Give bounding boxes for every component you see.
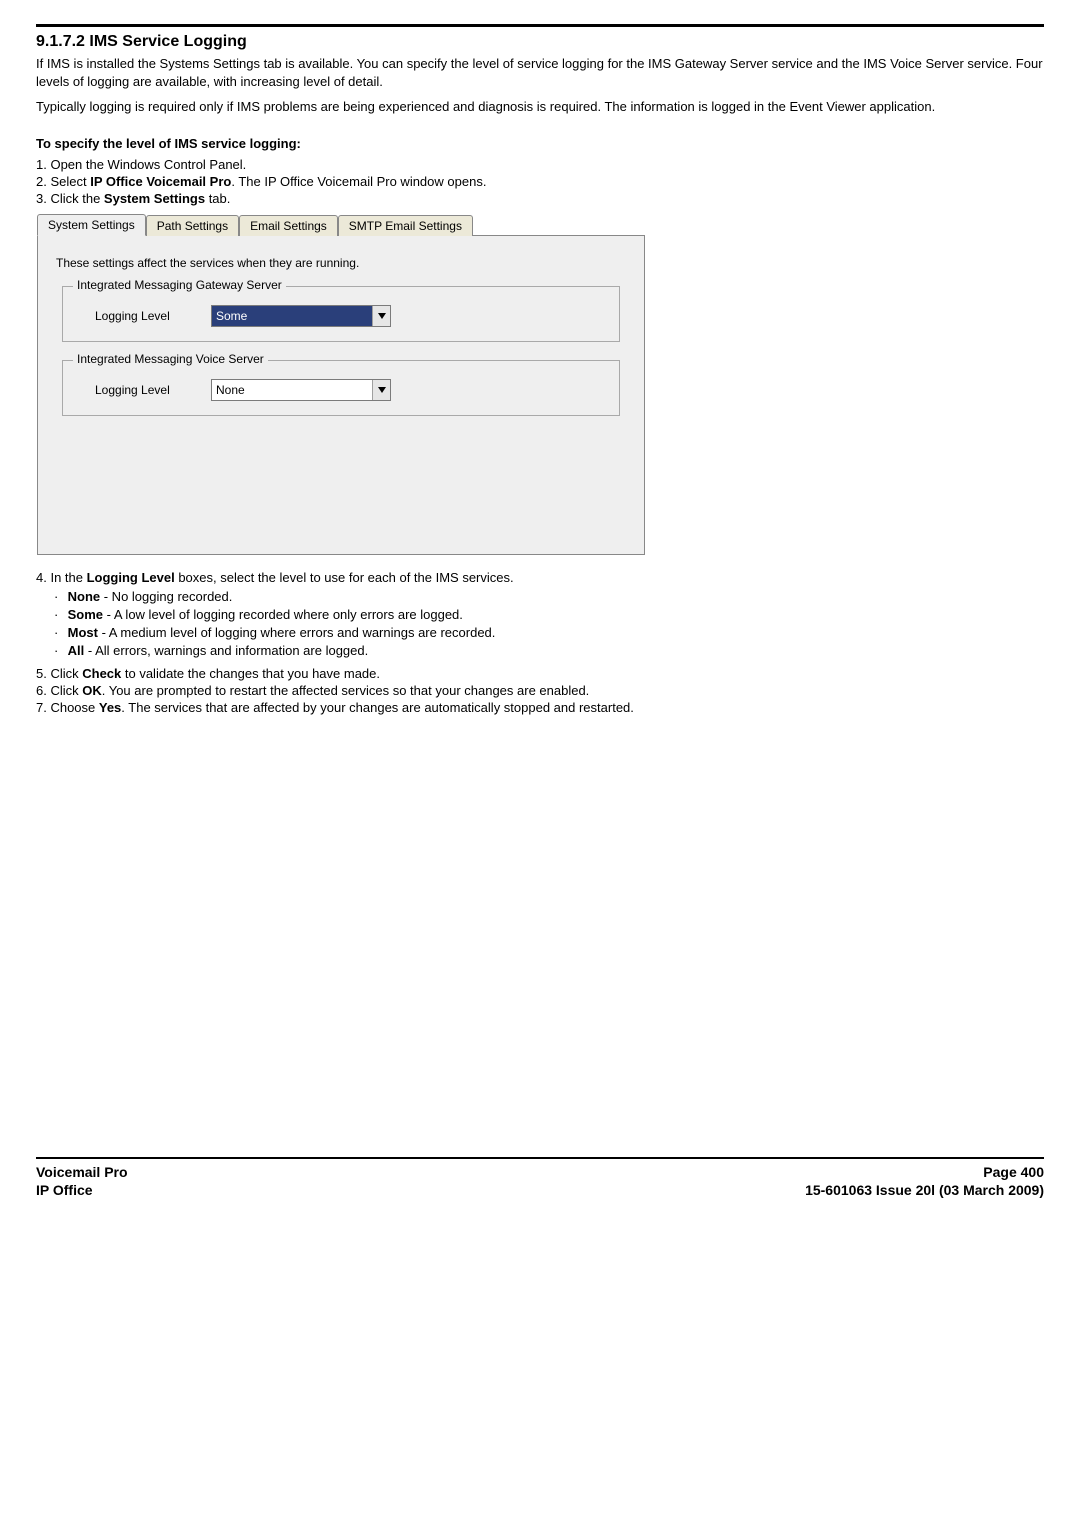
step-2-pre: 2. Select xyxy=(36,174,90,189)
step-5: 5. Click Check to validate the changes t… xyxy=(36,666,1044,681)
step-7-pre: 7. Choose xyxy=(36,700,99,715)
step-3-post: tab. xyxy=(205,191,230,206)
voice-logging-row: Logging Level None xyxy=(95,379,605,401)
step-5-post: to validate the changes that you have ma… xyxy=(121,666,380,681)
step-6: 6. Click OK. You are prompted to restart… xyxy=(36,683,1044,698)
step-6-bold: OK xyxy=(82,683,102,698)
step-7-post: . The services that are affected by your… xyxy=(121,700,634,715)
tab-path-settings-label: Path Settings xyxy=(157,219,228,233)
step-2-post: . The IP Office Voicemail Pro window ope… xyxy=(231,174,486,189)
step-6-pre: 6. Click xyxy=(36,683,82,698)
level-all: · All - All errors, warnings and informa… xyxy=(54,643,1044,658)
group-voice-server: Integrated Messaging Voice Server Loggin… xyxy=(62,360,620,416)
step-3-bold: System Settings xyxy=(104,191,205,206)
step-3: 3. Click the System Settings tab. xyxy=(36,191,1044,206)
gateway-logging-dropdown-button[interactable] xyxy=(372,306,390,326)
step-4: 4. In the Logging Level boxes, select th… xyxy=(36,570,1044,585)
footer-page: Page 400 xyxy=(805,1163,1044,1181)
level-none-name: None xyxy=(68,589,101,604)
group-gateway-server: Integrated Messaging Gateway Server Logg… xyxy=(62,286,620,342)
tab-email-settings[interactable]: Email Settings xyxy=(239,215,338,236)
chevron-down-icon xyxy=(378,387,386,393)
top-rule xyxy=(36,24,1044,27)
step-4-pre: 4. In the xyxy=(36,570,87,585)
tab-system-settings[interactable]: System Settings xyxy=(37,214,146,236)
tab-system-settings-label: System Settings xyxy=(48,218,135,232)
gateway-logging-select[interactable]: Some xyxy=(211,305,391,327)
voice-logging-label: Logging Level xyxy=(95,383,195,397)
voice-logging-dropdown-button[interactable] xyxy=(372,380,390,400)
section-heading: 9.1.7.2 IMS Service Logging xyxy=(36,33,1044,51)
tab-smtp-email-settings[interactable]: SMTP Email Settings xyxy=(338,215,473,236)
group-gateway-legend: Integrated Messaging Gateway Server xyxy=(73,278,286,292)
procedure-heading: To specify the level of IMS service logg… xyxy=(36,136,1044,151)
voice-logging-select[interactable]: None xyxy=(211,379,391,401)
level-all-desc: - All errors, warnings and information a… xyxy=(84,643,368,658)
step-4-bold: Logging Level xyxy=(87,570,175,585)
tab-body: These settings affect the services when … xyxy=(37,235,645,555)
chevron-down-icon xyxy=(378,313,386,319)
footer-docid: 15-601063 Issue 20l (03 March 2009) xyxy=(805,1181,1044,1199)
tab-strip: System Settings Path Settings Email Sett… xyxy=(37,211,645,235)
step-2: 2. Select IP Office Voicemail Pro. The I… xyxy=(36,174,1044,189)
intro-para-2: Typically logging is required only if IM… xyxy=(36,98,1044,116)
tab-path-settings[interactable]: Path Settings xyxy=(146,215,239,236)
tab-smtp-email-settings-label: SMTP Email Settings xyxy=(349,219,462,233)
level-some-name: Some xyxy=(68,607,103,622)
footer-product: Voicemail Pro xyxy=(36,1163,128,1181)
step-2-bold: IP Office Voicemail Pro xyxy=(90,174,231,189)
tab-email-settings-label: Email Settings xyxy=(250,219,327,233)
group-voice-legend: Integrated Messaging Voice Server xyxy=(73,352,268,366)
level-all-name: All xyxy=(68,643,85,658)
step-7: 7. Choose Yes. The services that are aff… xyxy=(36,700,1044,715)
gateway-logging-row: Logging Level Some xyxy=(95,305,605,327)
voice-logging-value: None xyxy=(212,380,372,400)
level-none: · None - No logging recorded. xyxy=(54,589,1044,604)
gateway-logging-value: Some xyxy=(212,306,372,326)
step-7-bold: Yes xyxy=(99,700,121,715)
settings-dialog: System Settings Path Settings Email Sett… xyxy=(36,210,646,556)
level-most-desc: - A medium level of logging where errors… xyxy=(98,625,495,640)
step-1: 1. Open the Windows Control Panel. xyxy=(36,157,1044,172)
step-5-pre: 5. Click xyxy=(36,666,82,681)
level-most-name: Most xyxy=(68,625,98,640)
step-3-pre: 3. Click the xyxy=(36,191,104,206)
intro-para-1: If IMS is installed the Systems Settings… xyxy=(36,55,1044,90)
step-6-post: . You are prompted to restart the affect… xyxy=(102,683,590,698)
page-footer: Voicemail Pro IP Office Page 400 15-6010… xyxy=(36,1163,1044,1199)
level-most: · Most - A medium level of logging where… xyxy=(54,625,1044,640)
level-none-desc: - No logging recorded. xyxy=(100,589,232,604)
step-5-bold: Check xyxy=(82,666,121,681)
section-number: 9.1.7.2 xyxy=(36,33,85,50)
step-4-post: boxes, select the level to use for each … xyxy=(175,570,514,585)
footer-platform: IP Office xyxy=(36,1181,128,1199)
level-some-desc: - A low level of logging recorded where … xyxy=(103,607,463,622)
logging-levels-list: · None - No logging recorded. · Some - A… xyxy=(54,589,1044,658)
bottom-rule xyxy=(36,1157,1044,1159)
level-some: · Some - A low level of logging recorded… xyxy=(54,607,1044,622)
gateway-logging-label: Logging Level xyxy=(95,309,195,323)
section-title-text: IMS Service Logging xyxy=(89,33,246,50)
dialog-description: These settings affect the services when … xyxy=(56,256,626,270)
